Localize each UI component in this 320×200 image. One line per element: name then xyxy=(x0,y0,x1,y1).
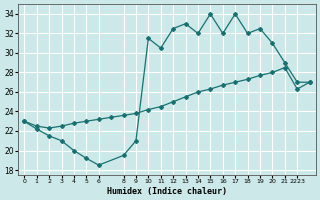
X-axis label: Humidex (Indice chaleur): Humidex (Indice chaleur) xyxy=(107,187,227,196)
